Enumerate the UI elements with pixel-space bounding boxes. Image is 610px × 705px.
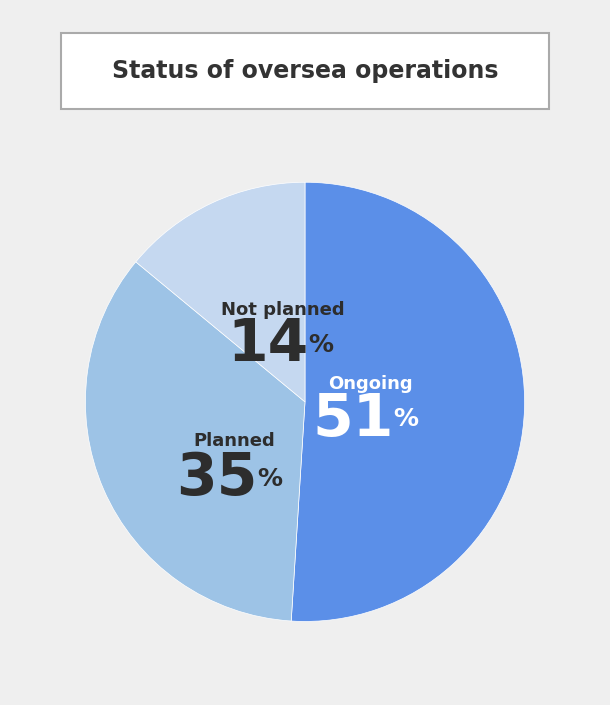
Text: 14: 14: [227, 317, 308, 373]
Wedge shape: [291, 183, 525, 621]
Text: %: %: [393, 407, 418, 431]
Text: Ongoing: Ongoing: [329, 375, 413, 393]
Text: 35: 35: [176, 450, 258, 507]
Text: 51: 51: [312, 391, 394, 448]
FancyBboxPatch shape: [61, 33, 549, 109]
Text: %: %: [308, 333, 333, 357]
Text: Planned: Planned: [194, 432, 276, 450]
Text: Not planned: Not planned: [221, 300, 345, 319]
Wedge shape: [136, 183, 305, 402]
Text: %: %: [257, 467, 282, 491]
Wedge shape: [85, 262, 305, 621]
Text: Status of oversea operations: Status of oversea operations: [112, 59, 498, 83]
